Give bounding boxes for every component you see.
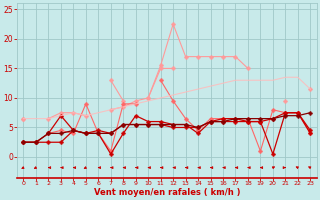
X-axis label: Vent moyen/en rafales ( km/h ): Vent moyen/en rafales ( km/h ) [94,188,240,197]
